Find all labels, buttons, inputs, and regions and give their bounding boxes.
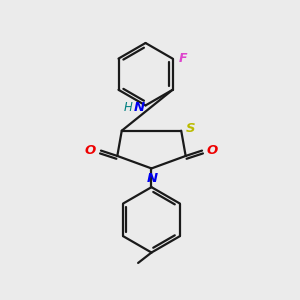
Text: O: O xyxy=(85,143,96,157)
Text: N: N xyxy=(134,101,145,114)
Text: O: O xyxy=(207,143,218,157)
Text: S: S xyxy=(185,122,195,135)
Text: N: N xyxy=(146,172,158,185)
Text: H: H xyxy=(123,101,132,114)
Text: F: F xyxy=(179,52,188,65)
